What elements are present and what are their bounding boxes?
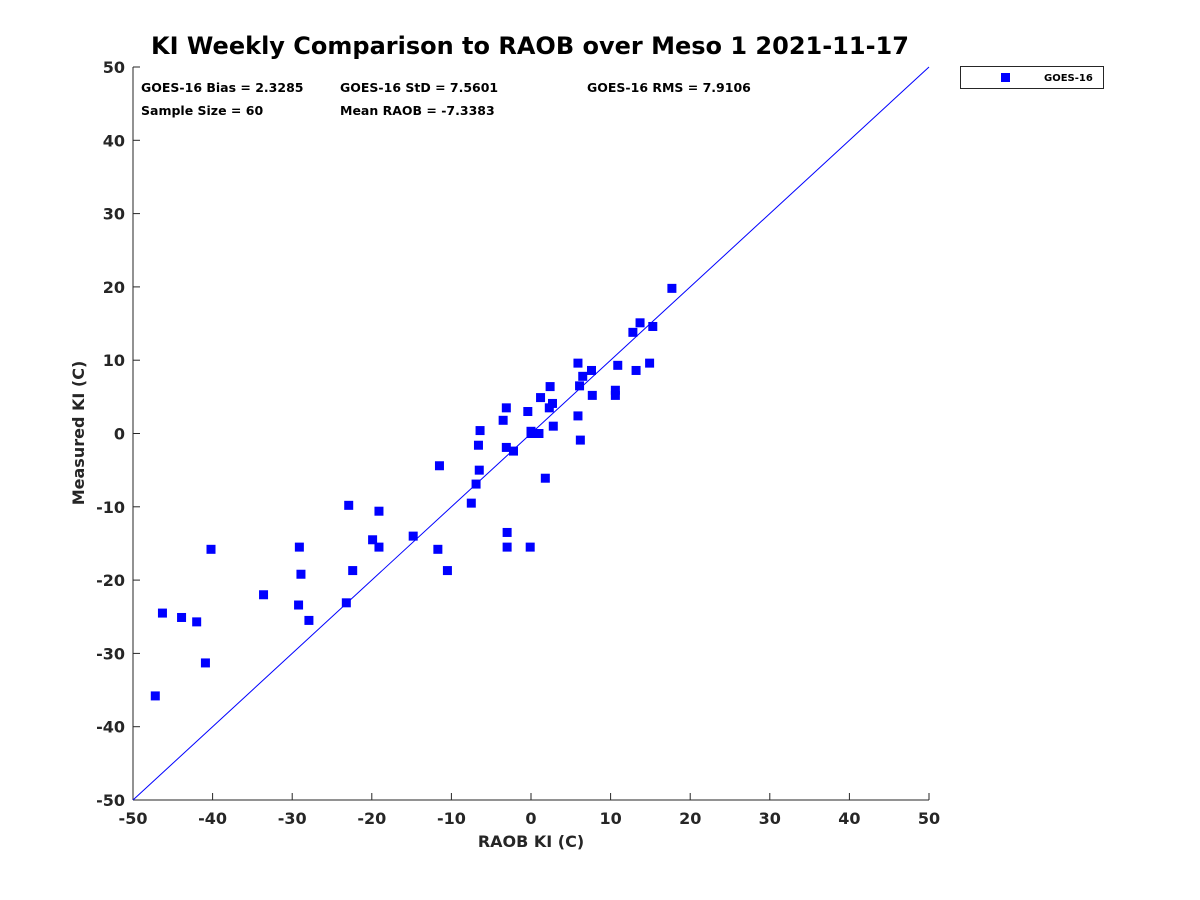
x-tick-label: -40 [198, 809, 227, 828]
data-point [534, 429, 544, 438]
data-point [192, 617, 202, 627]
y-tick-label: -30 [96, 644, 125, 663]
data-point [540, 473, 550, 483]
chart-title: KI Weekly Comparison to RAOB over Meso 1… [151, 32, 909, 60]
x-tick-label: 20 [679, 809, 701, 828]
y-tick-label: 20 [103, 278, 125, 297]
legend: GOES-16 [960, 66, 1104, 89]
x-tick-label: 10 [599, 809, 621, 828]
y-tick-label: -10 [96, 498, 125, 517]
data-point [587, 390, 597, 400]
data-point [529, 429, 539, 438]
data-point [304, 615, 314, 625]
data-point [573, 358, 583, 368]
data-point [610, 390, 620, 400]
data-point [294, 542, 304, 552]
data-point [150, 691, 160, 701]
x-tick-label: -10 [437, 809, 466, 828]
mean-raob-stat: Mean RAOB = -7.3383 [340, 103, 495, 118]
y-tick-label: -20 [96, 571, 125, 590]
data-point [471, 479, 481, 489]
data-point [341, 598, 351, 608]
data-point [536, 393, 546, 403]
data-point [613, 360, 623, 370]
std-stat: GOES-16 StD = 7.5601 [340, 80, 498, 95]
data-point [474, 465, 484, 475]
data-point [628, 327, 638, 337]
data-point [259, 590, 269, 600]
y-tick-label: 10 [103, 351, 125, 370]
data-point [200, 658, 210, 668]
y-tick-label: 30 [103, 205, 125, 224]
data-points [150, 283, 677, 701]
data-point [586, 365, 596, 375]
data-point [548, 421, 558, 431]
data-point [475, 426, 485, 436]
y-tick-label: -40 [96, 718, 125, 737]
data-point [631, 365, 641, 375]
data-point [635, 318, 645, 328]
plot-area: -50 -40 -30 -20 -10 0 10 20 30 40 50 -50-40-30-20-… [96, 58, 940, 828]
x-tick-label: -30 [278, 809, 307, 828]
y-tick-label: 0 [114, 425, 125, 444]
data-point [578, 371, 588, 381]
y-axis-ticks: -50 -40 -30 -20 -10 0 10 20 30 40 50 [96, 58, 140, 810]
data-point [433, 544, 443, 554]
data-point [508, 446, 518, 456]
data-point [573, 411, 583, 421]
x-axis-label: RAOB KI (C) [478, 832, 584, 851]
data-point [177, 612, 187, 622]
data-point [525, 542, 535, 552]
data-point [648, 321, 658, 331]
data-point [374, 542, 384, 552]
sample-size-stat: Sample Size = 60 [141, 103, 263, 118]
data-point [498, 415, 508, 425]
data-point [348, 566, 358, 576]
data-point [466, 498, 476, 508]
data-point [408, 531, 418, 541]
data-point [344, 500, 354, 510]
legend-label: GOES-16 [1044, 73, 1093, 84]
data-point [502, 542, 512, 552]
data-point [442, 566, 452, 576]
data-point [502, 527, 512, 537]
y-tick-label: 50 [103, 58, 125, 77]
x-tick-label: 50 [918, 809, 940, 828]
data-point [645, 358, 655, 368]
data-point [368, 535, 378, 545]
data-point [296, 569, 306, 579]
data-point [523, 407, 533, 417]
x-tick-label: 40 [838, 809, 860, 828]
data-point [374, 506, 384, 516]
data-point [547, 398, 557, 408]
x-axis-ticks: -50 -40 -30 -20 -10 0 10 20 30 40 50 [119, 793, 940, 828]
data-point [157, 608, 167, 618]
legend-box [960, 66, 1104, 89]
data-point [434, 461, 444, 471]
data-point [473, 440, 483, 450]
rms-stat: GOES-16 RMS = 7.9106 [587, 80, 751, 95]
legend-marker-square [1001, 73, 1010, 82]
y-tick-label: -50 [96, 791, 125, 810]
bias-stat: GOES-16 Bias = 2.3285 [141, 80, 303, 95]
data-point [610, 385, 620, 395]
data-point [294, 600, 304, 610]
x-tick-label: -20 [357, 809, 386, 828]
data-point [501, 403, 511, 413]
y-axis-label: Measured KI (C) [69, 361, 88, 506]
data-point [667, 283, 677, 293]
data-point [206, 544, 216, 554]
x-tick-label: 0 [525, 809, 536, 828]
y-tick-label: 40 [103, 131, 125, 150]
data-point [575, 435, 585, 445]
data-point [575, 381, 585, 391]
data-point [545, 382, 555, 392]
x-tick-label: -50 [119, 809, 148, 828]
data-point [501, 442, 511, 452]
x-tick-label: 30 [759, 809, 781, 828]
